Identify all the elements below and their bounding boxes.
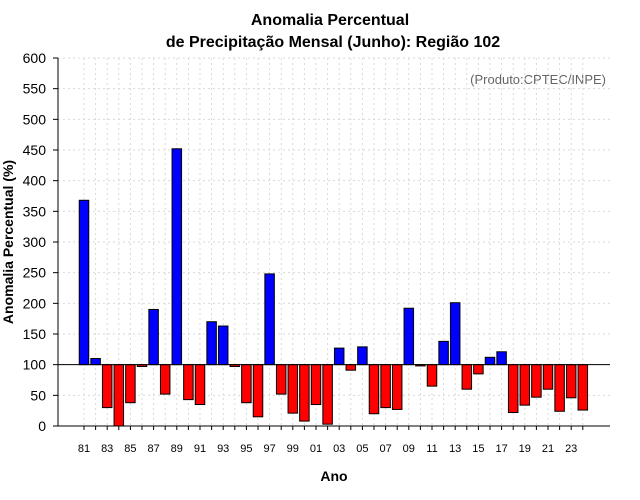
x-tick-label: 91 — [194, 443, 206, 455]
bar-82 — [90, 358, 101, 366]
bar-98 — [275, 364, 287, 395]
bar-24 — [577, 364, 589, 411]
y-tick-label: 500 — [23, 111, 47, 127]
x-tick-label: 19 — [519, 443, 531, 455]
bar-92 — [206, 321, 217, 366]
bar-85 — [125, 364, 136, 404]
x-tick-label: 15 — [472, 443, 484, 455]
y-tick-label: 0 — [38, 418, 46, 434]
bar-16 — [484, 356, 496, 366]
y-tick-label: 600 — [23, 50, 47, 66]
bar-15 — [473, 364, 484, 375]
bar-18 — [507, 364, 519, 414]
bar-88 — [159, 364, 171, 395]
y-tick-label: 200 — [23, 295, 47, 311]
x-tick-label: 83 — [101, 443, 113, 455]
x-tick-label: 81 — [78, 443, 90, 455]
x-tick-label: 03 — [333, 443, 345, 455]
x-tick-label: 23 — [565, 443, 577, 455]
bar-19 — [519, 364, 531, 406]
y-tick-label: 50 — [30, 387, 46, 403]
bar-91 — [194, 364, 206, 406]
bar-96 — [252, 364, 264, 418]
x-tick-label: 99 — [287, 443, 299, 455]
bar-84 — [113, 364, 125, 427]
y-tick-label: 300 — [23, 234, 47, 250]
bar-08 — [391, 364, 403, 410]
bar-90 — [183, 364, 194, 401]
x-tick-label: 21 — [542, 443, 554, 455]
y-tick-label: 100 — [23, 357, 47, 373]
bar-03 — [333, 347, 345, 366]
bar-21 — [542, 364, 554, 390]
bar-87 — [148, 308, 159, 366]
x-axis-label: Ano — [320, 468, 347, 484]
bar-89 — [171, 148, 183, 366]
chart-title: Anomalia Percentual — [251, 12, 409, 29]
x-tick-label: 11 — [426, 443, 437, 455]
x-tick-label: 89 — [171, 443, 183, 455]
x-tick-label: 95 — [240, 443, 252, 455]
bar-81 — [78, 199, 90, 366]
bar-83 — [101, 364, 113, 409]
x-tick-label: 01 — [310, 443, 322, 455]
x-tick-label: 17 — [495, 443, 507, 455]
bar-02 — [322, 364, 333, 425]
bar-17 — [496, 351, 507, 366]
bar-11 — [426, 364, 438, 387]
bar-12 — [438, 340, 449, 366]
y-tick-label: 400 — [23, 173, 47, 189]
y-tick-label: 350 — [23, 203, 47, 219]
source-annotation: (Produto:CPTEC/INPE) — [470, 72, 606, 87]
bar-99 — [287, 364, 299, 414]
bar-layer — [78, 148, 589, 427]
x-tick-label: 87 — [147, 443, 159, 455]
bar-95 — [241, 364, 252, 404]
y-tick-label: 450 — [23, 142, 47, 158]
bar-97 — [264, 273, 275, 366]
bar-04 — [345, 364, 357, 371]
y-tick-label: 250 — [23, 265, 47, 281]
y-tick-label: 550 — [23, 81, 47, 97]
y-tick-label: 150 — [23, 326, 47, 342]
x-tick-label: 13 — [449, 443, 461, 455]
bar-22 — [554, 364, 565, 412]
x-tick-label: 05 — [356, 443, 368, 455]
bar-07 — [380, 364, 391, 409]
chart-subtitle: de Precipitação Mensal (Junho): Região 1… — [166, 34, 500, 51]
bar-06 — [368, 364, 380, 415]
x-tick-label: 85 — [124, 443, 136, 455]
bar-14 — [461, 364, 473, 390]
bar-13 — [449, 302, 461, 366]
bar-09 — [403, 307, 415, 366]
x-tick-label: 07 — [379, 443, 391, 455]
bar-20 — [531, 364, 542, 398]
x-tick-label: 09 — [403, 443, 415, 455]
bar-01 — [310, 364, 322, 406]
x-tick-label: 97 — [263, 443, 275, 455]
x-tick-label: 93 — [217, 443, 229, 455]
bar-93 — [217, 325, 229, 366]
bar-00 — [299, 364, 310, 422]
y-axis-label: Anomalia Percentual (%) — [0, 160, 16, 324]
bar-23 — [565, 364, 577, 399]
bar-05 — [357, 346, 368, 366]
